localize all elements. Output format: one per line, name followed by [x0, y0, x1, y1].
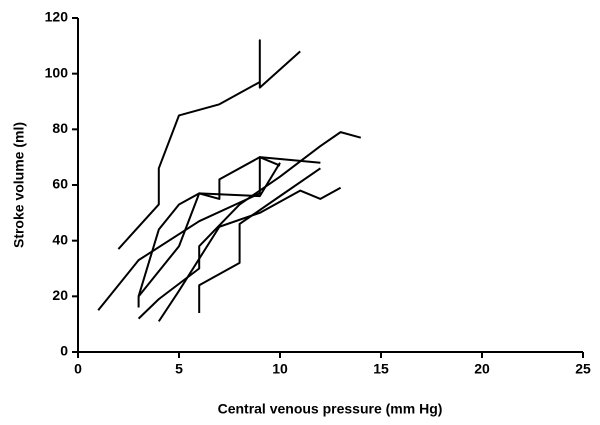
series-line — [137, 156, 281, 308]
x-tick-label: 10 — [272, 361, 288, 377]
series-line — [117, 39, 301, 250]
y-tick-label: 20 — [52, 287, 68, 303]
y-tick-label: 100 — [45, 64, 69, 80]
series-line — [137, 162, 281, 297]
series-line — [137, 131, 362, 320]
x-tick-label: 25 — [575, 361, 591, 377]
y-tick-label: 0 — [60, 343, 68, 359]
x-tick-label: 15 — [373, 361, 389, 377]
x-tick-label: 0 — [74, 361, 82, 377]
y-tick-label: 80 — [52, 120, 68, 136]
y-tick-label: 60 — [52, 176, 68, 192]
series-line — [157, 186, 342, 322]
y-tick-label: 40 — [52, 231, 68, 247]
series-line — [97, 156, 321, 311]
series-line — [198, 167, 321, 314]
y-axis-label: Stroke volume (ml) — [11, 122, 27, 248]
y-tick-label: 120 — [45, 9, 69, 25]
x-tick-label: 5 — [175, 361, 183, 377]
x-tick-label: 20 — [474, 361, 490, 377]
x-axis-label: Central venous pressure (mm Hg) — [218, 401, 443, 417]
